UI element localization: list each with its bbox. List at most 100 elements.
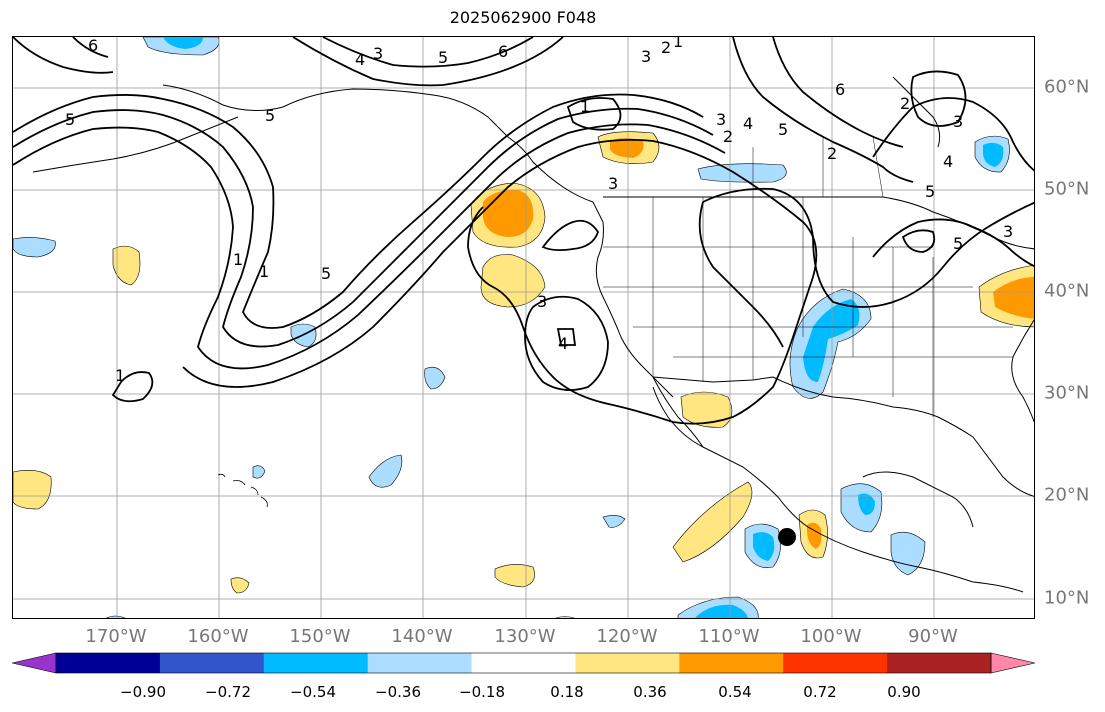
contour-line bbox=[72, 37, 109, 58]
lat-label-10n: 10°N bbox=[1044, 587, 1090, 609]
shaded-anomalies bbox=[13, 37, 1034, 618]
colorbar-segment bbox=[783, 653, 888, 673]
anomaly-negative bbox=[252, 465, 266, 479]
anomaly-positive-core bbox=[483, 189, 534, 237]
lon-label-150w: 150°W bbox=[289, 626, 351, 647]
anomaly-negative bbox=[368, 454, 403, 488]
colorbar-segment bbox=[367, 653, 473, 673]
anomaly-negative-core bbox=[694, 604, 748, 618]
canada-us-border bbox=[603, 196, 1034, 250]
contour-label: 5 bbox=[438, 48, 448, 67]
contour-label: 3 bbox=[716, 110, 726, 129]
contour-label: 6 bbox=[498, 42, 508, 61]
colorbar-tick: −0.54 bbox=[290, 683, 336, 701]
contour-line bbox=[13, 123, 726, 370]
lon-label-170w: 170°W bbox=[85, 626, 147, 647]
contour-line bbox=[702, 187, 1034, 308]
colorbar-segment bbox=[263, 653, 369, 673]
contour-label: 4 bbox=[743, 114, 753, 133]
contour-label: 4 bbox=[943, 152, 953, 171]
us-mexico-border bbox=[652, 376, 774, 383]
anomaly-positive-core bbox=[807, 522, 822, 549]
lat-label-20n: 20°N bbox=[1044, 484, 1090, 506]
anomaly-negative bbox=[424, 366, 446, 390]
contour-label: 3 bbox=[537, 292, 547, 311]
colorbar-tick: −0.90 bbox=[120, 683, 166, 701]
lon-label-140w: 140°W bbox=[391, 626, 453, 647]
contour-label: 5 bbox=[265, 106, 275, 125]
contour-label: 1 bbox=[259, 262, 269, 281]
lon-label-100w: 100°W bbox=[800, 626, 862, 647]
contour-line bbox=[910, 70, 967, 127]
colorbar-tick: 0.90 bbox=[887, 683, 921, 701]
colorbar-tick: 0.54 bbox=[718, 683, 752, 701]
colorbar-tick: 0.72 bbox=[803, 683, 837, 701]
contour-line bbox=[732, 37, 914, 183]
anomaly-negative bbox=[602, 515, 626, 528]
colorbar-segment bbox=[471, 653, 576, 673]
height-contours bbox=[13, 37, 1034, 425]
anomaly-negative bbox=[554, 616, 576, 618]
lat-label-50n: 50°N bbox=[1044, 178, 1090, 200]
coastlines bbox=[32, 76, 1034, 593]
anomaly-positive bbox=[672, 481, 753, 563]
contour-line bbox=[541, 219, 599, 252]
colorbar-segments bbox=[12, 652, 1036, 674]
contour-label: 6 bbox=[88, 37, 98, 55]
contour-line bbox=[872, 97, 1034, 172]
colorbar-segment bbox=[679, 653, 784, 673]
anomaly-positive-core bbox=[993, 277, 1034, 319]
contour-label: 6 bbox=[835, 80, 845, 99]
map-panel: 6 3 4 5 6 3 2 1 5 1 3 4 2 5 6 3 2 4 5 3 … bbox=[12, 36, 1035, 619]
contour-label: 4 bbox=[355, 50, 365, 69]
lat-label-40n: 40°N bbox=[1044, 280, 1090, 302]
colorbar-tick: 0.18 bbox=[550, 683, 584, 701]
colorbar-segment bbox=[159, 653, 265, 673]
contour-line bbox=[524, 295, 609, 391]
colorbar-tick: −0.18 bbox=[459, 683, 505, 701]
contour-labels: 6 3 4 5 6 3 2 1 5 1 3 4 2 5 6 3 2 4 5 3 … bbox=[65, 37, 1013, 385]
hawaii-islands bbox=[217, 473, 268, 508]
contour-line bbox=[322, 37, 534, 68]
contour-line bbox=[182, 138, 818, 425]
contour-label: 5 bbox=[925, 182, 935, 201]
contour-label: 4 bbox=[558, 334, 568, 353]
map-canvas: 6 3 4 5 6 3 2 1 5 1 3 4 2 5 6 3 2 4 5 3 … bbox=[13, 37, 1034, 618]
colorbar-segment bbox=[56, 653, 161, 673]
contour-label: 3 bbox=[953, 112, 963, 131]
colorbar-segment bbox=[575, 653, 680, 673]
contour-line bbox=[13, 93, 704, 329]
contour-label: 5 bbox=[321, 264, 331, 283]
anomaly-negative-core bbox=[858, 493, 875, 515]
contour-line bbox=[111, 371, 154, 403]
gulf-coast bbox=[772, 376, 1034, 497]
yucatan bbox=[862, 471, 974, 528]
contour-label: 2 bbox=[723, 127, 733, 146]
anomaly-positive bbox=[494, 564, 535, 588]
colorbar-outline bbox=[55, 652, 992, 674]
lon-label-90w: 90°W bbox=[908, 626, 958, 647]
colorbar bbox=[12, 652, 1036, 674]
west-coast bbox=[595, 221, 674, 398]
gridlines bbox=[13, 37, 1034, 618]
contour-label: 1 bbox=[115, 366, 125, 385]
anomaly-positive bbox=[680, 391, 733, 428]
contour-label: 2 bbox=[827, 144, 837, 163]
anomaly-negative bbox=[105, 615, 126, 618]
lon-label-160w: 160°W bbox=[187, 626, 249, 647]
anomaly-negative-core bbox=[803, 299, 860, 382]
anomaly-positive bbox=[230, 577, 250, 594]
anomaly-positive bbox=[480, 254, 546, 308]
contour-label: 3 bbox=[641, 47, 651, 66]
anomaly-positive bbox=[112, 245, 141, 286]
anomaly-positive-core bbox=[610, 138, 644, 158]
lon-label-110w: 110°W bbox=[698, 626, 760, 647]
anomaly-positive bbox=[13, 470, 52, 510]
contour-label: 5 bbox=[953, 234, 963, 253]
contour-line bbox=[13, 37, 114, 74]
contour-line bbox=[566, 97, 622, 131]
colorbar-extend-low bbox=[12, 652, 57, 674]
east-coast bbox=[1011, 319, 1034, 423]
contour-label: 1 bbox=[673, 37, 683, 51]
map-title: 2025062900 F048 bbox=[449, 8, 597, 27]
